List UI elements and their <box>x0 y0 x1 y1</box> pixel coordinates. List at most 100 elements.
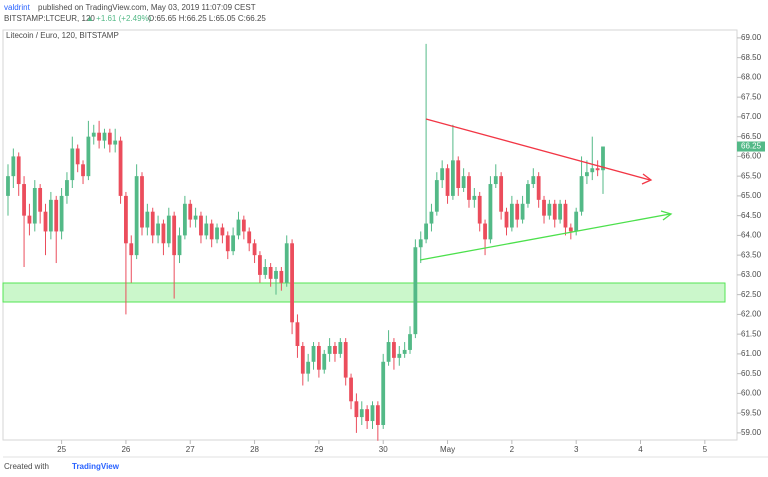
candle-body <box>424 223 428 240</box>
candle-body <box>585 172 589 177</box>
candle-body <box>515 203 520 220</box>
candle-body <box>11 156 16 177</box>
candle-body <box>150 211 155 236</box>
candle-body <box>290 243 294 323</box>
candle <box>209 219 214 248</box>
candle <box>220 223 225 244</box>
candle-body <box>343 342 348 378</box>
candle-body <box>161 223 166 244</box>
candle-body <box>408 334 412 350</box>
candle-body <box>48 199 53 232</box>
candle <box>129 235 134 283</box>
candle-body <box>601 146 605 171</box>
y-tick-label: 67.00 <box>741 112 762 121</box>
candle <box>300 342 305 386</box>
candle <box>38 184 43 224</box>
candle-body <box>188 203 193 220</box>
candle <box>161 219 166 256</box>
candle-body <box>558 203 563 220</box>
candle <box>231 227 236 256</box>
candle <box>177 227 182 264</box>
candle-body <box>166 215 171 244</box>
candle-body <box>375 405 380 425</box>
candle <box>579 156 584 216</box>
y-tick-label: 66.50 <box>741 132 762 141</box>
candle <box>225 231 230 260</box>
candle <box>252 239 257 264</box>
candle-body <box>590 168 595 173</box>
candle <box>515 199 520 228</box>
candle-body <box>134 176 139 256</box>
candle-body <box>129 243 134 256</box>
y-tick-label: 62.50 <box>741 290 762 299</box>
candle-body <box>311 345 316 362</box>
y-tick-label: 63.50 <box>741 250 762 259</box>
footer-brand: TradingView <box>72 462 120 471</box>
candle <box>156 215 160 244</box>
candle <box>434 172 439 216</box>
x-tick-label: 29 <box>314 445 323 454</box>
candle-body <box>124 195 128 244</box>
candle-body <box>477 195 482 224</box>
candle-body <box>75 148 80 165</box>
candle <box>311 342 316 370</box>
candle <box>375 401 380 441</box>
candle-body <box>322 353 327 370</box>
candle <box>483 219 487 256</box>
x-tick-label: 5 <box>703 445 708 454</box>
candle-body <box>359 409 364 418</box>
candle-body <box>381 361 386 425</box>
candle-body <box>86 136 91 177</box>
candle-body <box>97 132 102 141</box>
candle <box>429 203 434 232</box>
candle-body <box>333 345 337 354</box>
candle-body <box>316 345 321 370</box>
candle-body <box>38 187 43 212</box>
candle-body <box>252 243 257 256</box>
candle <box>526 180 530 208</box>
candle <box>381 353 386 429</box>
candle <box>531 168 536 188</box>
support-line <box>419 213 671 261</box>
candle <box>397 345 402 366</box>
candle <box>493 164 498 188</box>
candle-body <box>295 322 300 346</box>
candle <box>354 393 359 433</box>
candle <box>107 128 112 153</box>
candle <box>75 144 80 173</box>
chart-title: Litecoin / Euro, 120, BITSTAMP <box>6 31 119 40</box>
resistance-arrow <box>641 173 653 185</box>
candle <box>241 215 246 240</box>
candle-body <box>563 203 568 228</box>
y-tick-label: 68.50 <box>741 53 762 62</box>
candle-body <box>392 342 396 358</box>
candle <box>295 314 300 358</box>
candle <box>386 330 391 366</box>
x-tick-label: 28 <box>250 445 259 454</box>
y-tick-label: 61.50 <box>741 329 762 338</box>
candle <box>284 235 289 287</box>
candle-body <box>349 377 353 402</box>
candle <box>70 136 75 188</box>
candle-body <box>397 353 402 358</box>
candle <box>333 342 337 362</box>
candle-body <box>542 199 546 216</box>
candle-body <box>488 184 493 240</box>
y-tick-label: 67.50 <box>741 92 762 101</box>
candle-body <box>536 176 541 200</box>
candle <box>456 156 461 196</box>
candle-body <box>193 215 198 220</box>
candle <box>102 128 107 149</box>
candle <box>193 207 198 228</box>
candle <box>172 211 177 299</box>
candle <box>145 203 150 236</box>
candle <box>113 128 118 153</box>
candle-body <box>456 160 461 188</box>
candle-body <box>59 195 64 232</box>
candle <box>370 401 375 429</box>
candle-body <box>204 223 209 236</box>
candle-body <box>483 223 487 240</box>
candle <box>150 207 155 244</box>
candle <box>327 338 332 362</box>
